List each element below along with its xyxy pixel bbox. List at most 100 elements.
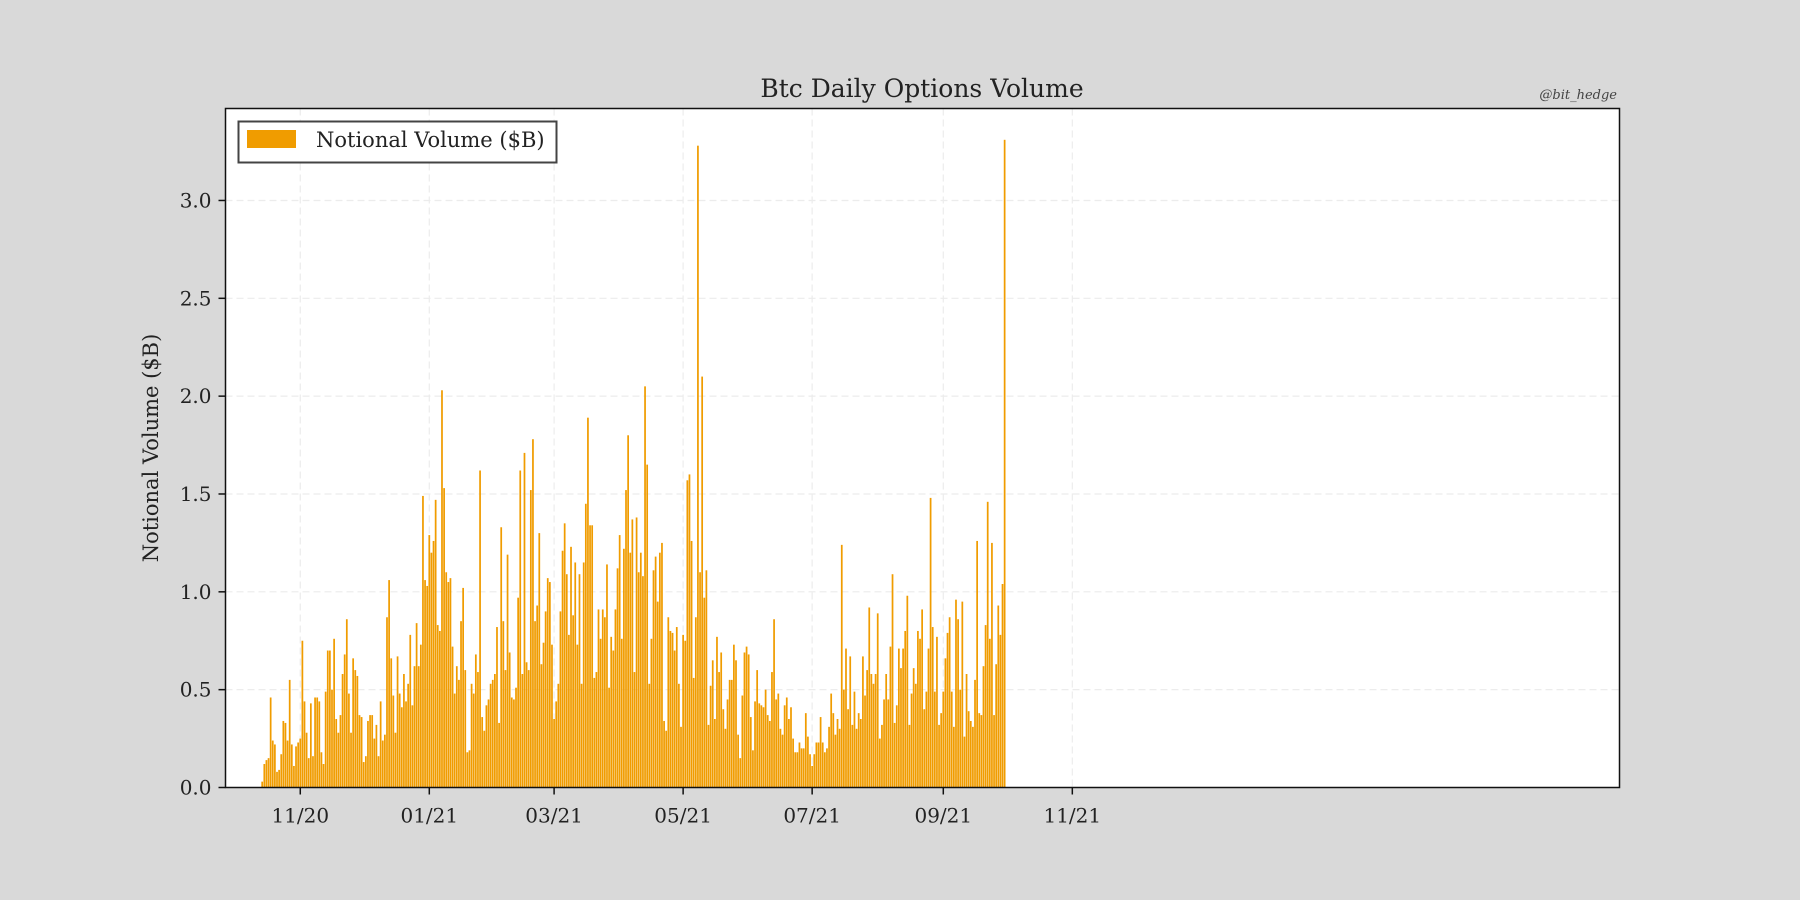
volume-bar	[467, 752, 469, 787]
volume-bar	[849, 656, 851, 787]
volume-bar	[777, 694, 779, 788]
volume-bar	[670, 631, 672, 788]
y-tick-label: 1.5	[180, 482, 212, 506]
volume-bar	[414, 666, 416, 787]
volume-bar	[276, 772, 278, 788]
volume-bar	[921, 609, 923, 787]
volume-bar	[902, 649, 904, 788]
volume-bar	[333, 639, 335, 788]
volume-bar	[644, 386, 646, 787]
volume-bar	[494, 674, 496, 787]
volume-bar	[541, 664, 543, 787]
volume-bar	[329, 651, 331, 788]
volume-bar	[830, 694, 832, 788]
y-tick-label: 2.5	[180, 286, 212, 310]
volume-bar	[272, 741, 274, 788]
volume-bar	[617, 568, 619, 787]
volume-bar	[261, 782, 263, 788]
volume-bar	[837, 719, 839, 787]
y-tick-label: 0.0	[180, 776, 212, 800]
volume-bar	[947, 633, 949, 788]
volume-bar	[331, 690, 333, 788]
volume-bar	[507, 555, 509, 788]
volume-bar	[961, 602, 963, 788]
volume-bar	[657, 602, 659, 788]
volume-bar	[477, 672, 479, 787]
volume-bar	[1000, 635, 1002, 788]
volume-bar	[308, 758, 310, 787]
volume-bar	[291, 744, 293, 787]
volume-bar	[642, 576, 644, 787]
volume-bar	[555, 701, 557, 787]
volume-bar	[875, 674, 877, 787]
volume-bar	[350, 733, 352, 788]
volume-bar	[655, 557, 657, 788]
volume-bar	[602, 609, 604, 787]
volume-bar	[790, 707, 792, 787]
volume-bar	[663, 721, 665, 788]
volume-bar	[295, 746, 297, 787]
y-axis: 0.0 0.5 1.0 1.5 2.0 2.5 3.0	[180, 188, 226, 799]
volume-bar	[515, 688, 517, 788]
volume-bar	[750, 717, 752, 787]
volume-bar	[460, 621, 462, 787]
volume-bar	[792, 739, 794, 788]
volume-bar	[621, 639, 623, 788]
volume-bar	[323, 764, 325, 787]
volume-bar	[464, 670, 466, 787]
volume-bar	[403, 674, 405, 787]
volume-bar	[416, 623, 418, 787]
volume-bar	[435, 500, 437, 788]
volume-bar	[718, 672, 720, 787]
volume-bar	[959, 690, 961, 788]
volume-bar	[282, 721, 284, 788]
volume-bar	[934, 692, 936, 788]
volume-bar	[545, 611, 547, 787]
volume-bar	[524, 453, 526, 788]
volume-bar	[369, 715, 371, 787]
volume-bar	[904, 631, 906, 788]
volume-bar	[528, 670, 530, 787]
volume-bar	[367, 721, 369, 788]
volume-bar	[439, 631, 441, 788]
volume-bar	[805, 713, 807, 787]
volume-bar	[646, 465, 648, 788]
legend: Notional Volume ($B)	[239, 122, 557, 163]
volume-bar	[310, 703, 312, 787]
y-tick-label: 3.0	[180, 188, 212, 212]
volume-bar	[352, 658, 354, 787]
volume-bar	[701, 377, 703, 788]
volume-bar	[280, 754, 282, 787]
volume-bar	[581, 684, 583, 788]
chart-title: Btc Daily Options Volume	[760, 74, 1083, 103]
volume-bar	[625, 490, 627, 787]
volume-bar	[835, 735, 837, 788]
volume-bar	[686, 480, 688, 787]
legend-swatch	[247, 130, 296, 148]
volume-bar	[420, 645, 422, 788]
volume-bar	[380, 701, 382, 787]
volume-bar	[378, 756, 380, 787]
volume-bar	[492, 680, 494, 788]
volume-bar	[486, 705, 488, 787]
volume-bar	[450, 578, 452, 787]
volume-bar	[522, 674, 524, 787]
volume-bar	[363, 762, 365, 787]
volume-bar	[365, 756, 367, 787]
volume-bar	[974, 680, 976, 788]
volume-bar	[786, 697, 788, 787]
volume-bar	[995, 664, 997, 787]
volume-bar	[926, 692, 928, 788]
volume-bar	[471, 684, 473, 788]
volume-bar	[940, 713, 942, 787]
volume-bar	[562, 551, 564, 788]
volume-bar	[788, 719, 790, 787]
volume-bar	[263, 764, 265, 787]
volume-bar	[699, 572, 701, 787]
volume-bar	[981, 715, 983, 787]
volume-bar	[866, 670, 868, 787]
volume-bar	[746, 647, 748, 788]
volume-bar	[433, 541, 435, 788]
volume-bar	[966, 674, 968, 787]
volume-bar	[422, 496, 424, 788]
